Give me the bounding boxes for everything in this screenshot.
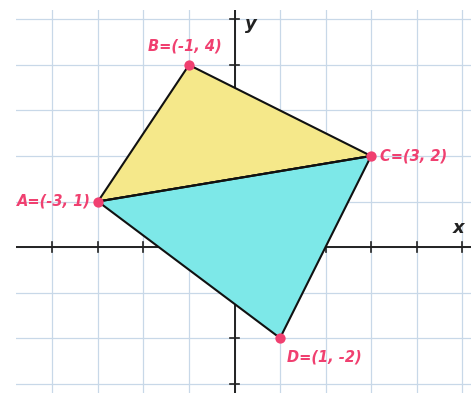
Text: B=(-1, 4): B=(-1, 4) xyxy=(147,39,221,54)
Point xyxy=(94,198,102,205)
Polygon shape xyxy=(98,156,371,338)
Text: y: y xyxy=(245,15,256,33)
Text: C=(3, 2): C=(3, 2) xyxy=(380,148,447,164)
Point xyxy=(185,62,193,68)
Text: x: x xyxy=(453,219,465,237)
Point xyxy=(276,335,284,341)
Polygon shape xyxy=(98,65,371,202)
Text: A=(-3, 1): A=(-3, 1) xyxy=(17,194,91,209)
Text: D=(1, -2): D=(1, -2) xyxy=(287,349,362,364)
Point xyxy=(367,153,375,159)
